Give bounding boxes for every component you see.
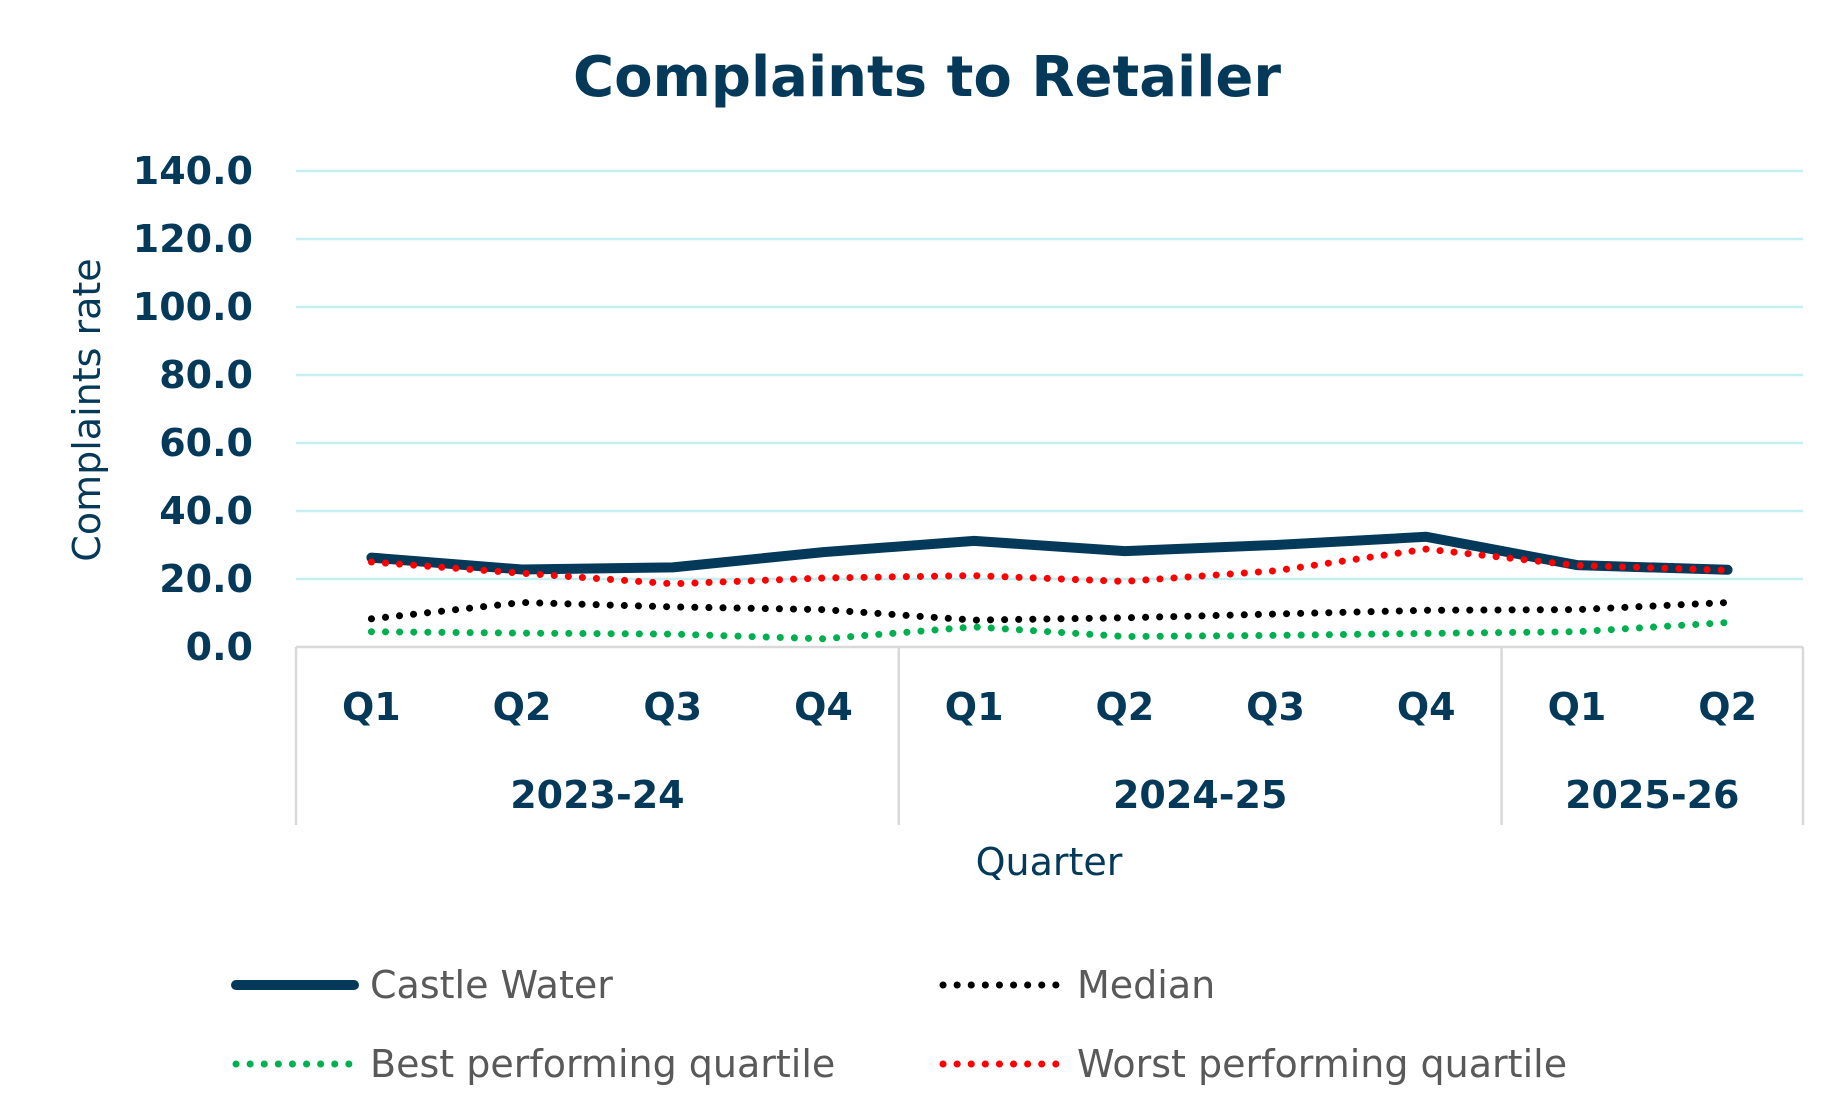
series-line-best-performing-quartile — [367, 619, 1732, 643]
y-tick-label: 0.0 — [186, 625, 253, 669]
x-tick-label: Q1 — [1548, 685, 1607, 729]
y-tick-label: 140.0 — [133, 149, 253, 193]
x-tick-label: Q2 — [1095, 685, 1154, 729]
x-axis-label: Quarter — [976, 840, 1123, 884]
y-axis-label: Complaints rate — [65, 258, 109, 561]
y-tick-label: 20.0 — [159, 557, 253, 601]
legend-label: Best performing quartile — [370, 1042, 835, 1086]
x-tick-label: Q4 — [1397, 685, 1456, 729]
chart-title: Complaints to Retailer — [573, 45, 1281, 110]
y-axis-ticks: 0.0 20.0 40.0 60.0 80.0 100.0 120.0 140.0 — [133, 149, 253, 669]
legend-item: Median — [939, 963, 1215, 1007]
x-tick-label: Q2 — [1698, 685, 1757, 729]
x-axis: Q1 Q2 Q3 Q4 Q1 Q2 Q3 Q4 Q1 Q2 2023-24 2024-25 2025-2… — [294, 645, 1805, 825]
legend-label: Castle Water — [370, 963, 613, 1007]
legend: Worst performing quartile Median Best perf… — [231, 963, 1567, 1086]
x-tick-label: Q4 — [794, 685, 853, 729]
x-group-label: 2024-25 — [1113, 773, 1287, 817]
y-tick-label: 60.0 — [159, 421, 253, 465]
x-tick-label: Q3 — [643, 685, 702, 729]
legend-label: Worst performing quartile — [1077, 1042, 1567, 1086]
series-line-castle-water — [366, 531, 1733, 575]
x-tick-label: Q2 — [493, 685, 552, 729]
y-tick-label: 80.0 — [159, 353, 253, 397]
legend-label: Median — [1077, 963, 1215, 1007]
x-tick-label: Q3 — [1246, 685, 1305, 729]
x-group-label: 2025-26 — [1565, 773, 1739, 817]
x-tick-label: Q1 — [342, 685, 401, 729]
x-tick-label: Q1 — [945, 685, 1004, 729]
series-line-median — [367, 598, 1732, 624]
y-tick-label: 40.0 — [159, 489, 253, 533]
legend-item: Best performing quartile — [232, 1042, 835, 1086]
legend-item: Castle Water — [231, 963, 613, 1007]
y-tick-label: 100.0 — [133, 285, 253, 329]
series-lines — [366, 531, 1733, 643]
legend-item: Worst performing quartile — [939, 1042, 1567, 1086]
y-tick-label: 120.0 — [133, 217, 253, 261]
series-line-worst-performing-quartile — [367, 545, 1732, 588]
x-group-label: 2023-24 — [510, 773, 684, 817]
gridlines — [296, 169, 1803, 581]
